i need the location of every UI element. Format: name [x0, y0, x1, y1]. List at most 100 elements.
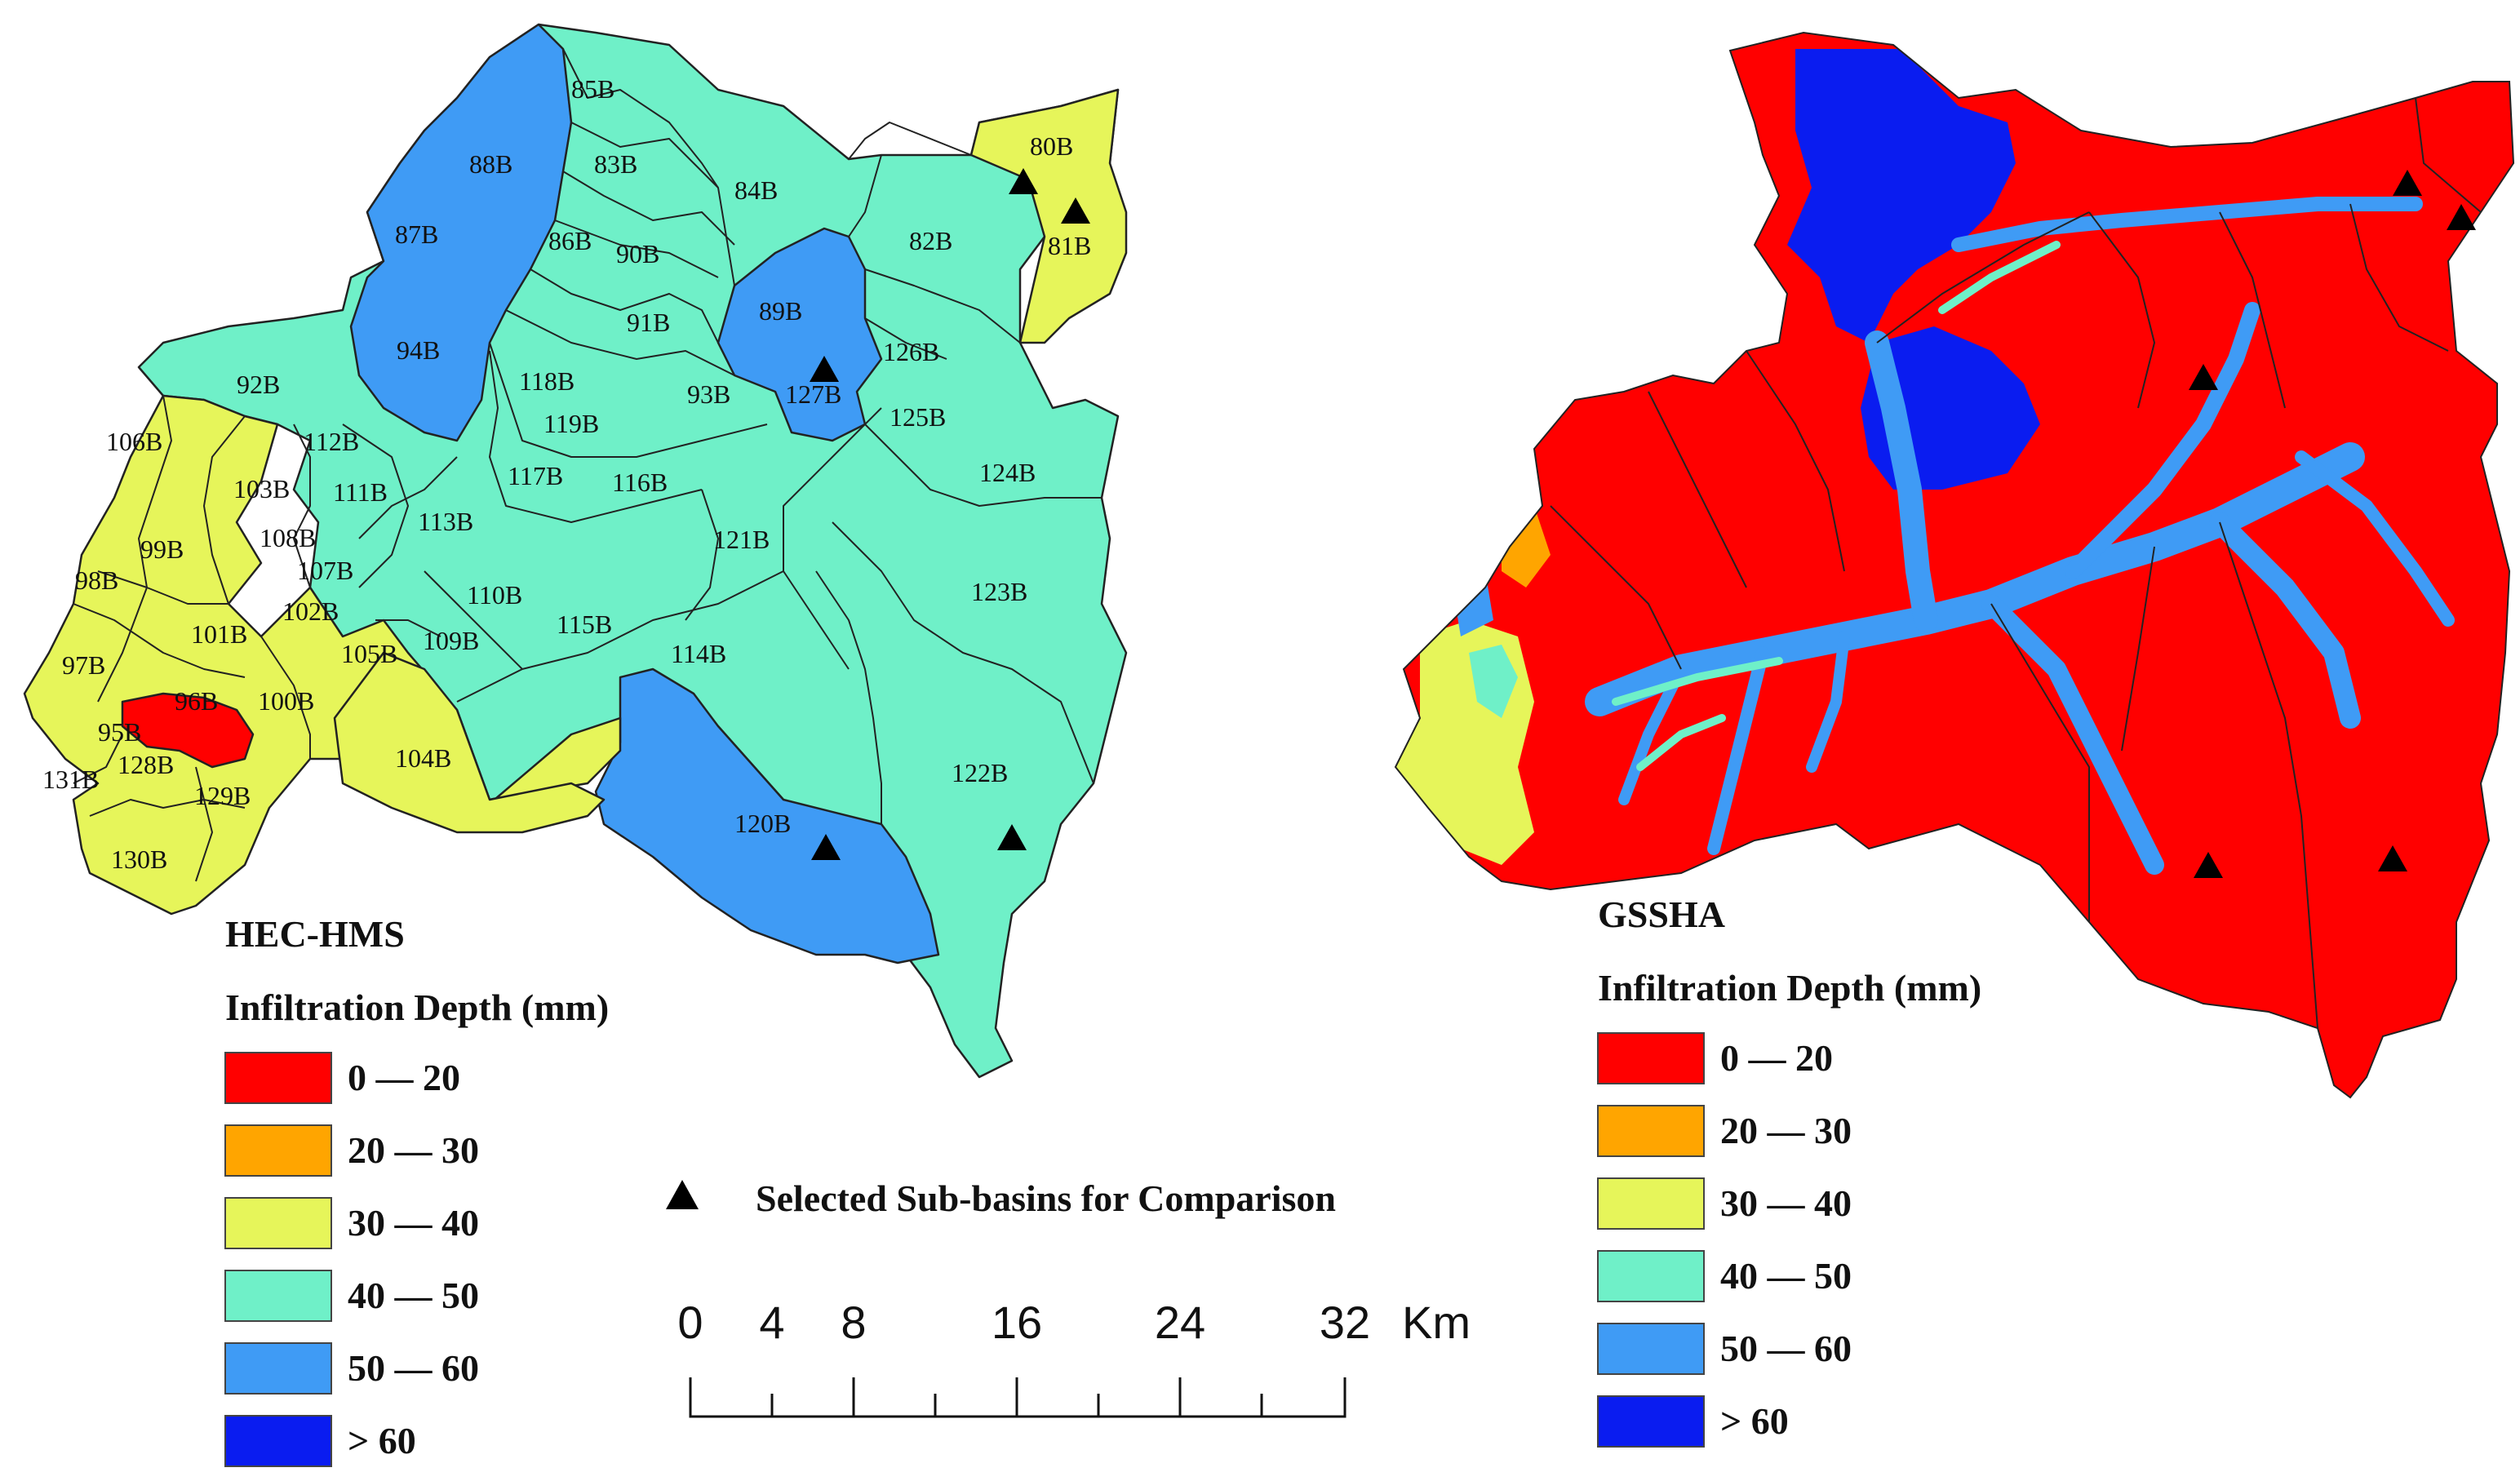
label-87b: 87B: [395, 219, 438, 249]
triangle-marker-r4: [2194, 852, 2223, 878]
legend-right-swatch-1: [1597, 1105, 1705, 1157]
label-127b: 127B: [785, 379, 841, 409]
subbasin-boundaries: [73, 48, 1102, 882]
label-90b: 90B: [616, 239, 659, 268]
legend-right-model-title: GSSHA: [1598, 893, 1725, 935]
legend-right-label-1: 20 — 30: [1720, 1110, 1852, 1151]
label-131b: 131B: [42, 765, 99, 794]
label-110b: 110B: [467, 580, 522, 610]
selected-subbasins-legend: Selected Sub-basins for Comparison: [666, 1177, 1336, 1219]
legend-right-swatch-2: [1597, 1177, 1705, 1230]
label-126b: 126B: [883, 337, 939, 366]
triangle-marker-127b: [810, 356, 839, 382]
label-94b: 94B: [397, 335, 440, 365]
legend-left-label-0: 0 — 20: [348, 1057, 460, 1098]
scale-tick-labels: 0 4 8 16 24 32: [677, 1297, 1370, 1348]
label-108b: 108B: [260, 523, 316, 552]
triangle-marker-122b: [997, 824, 1027, 850]
triangle-marker-r5: [2378, 845, 2407, 871]
legend-right-swatch-4: [1597, 1323, 1705, 1375]
label-122b: 122B: [952, 758, 1008, 787]
label-115b: 115B: [557, 610, 612, 639]
legend-left-label-5: > 60: [348, 1420, 416, 1461]
label-93b: 93B: [687, 379, 730, 409]
scale-tick-label-5: 32: [1320, 1297, 1370, 1348]
triangle-marker-r1: [2393, 170, 2422, 196]
scale-tick-label-0: 0: [677, 1297, 703, 1348]
legend-right-swatch-0: [1597, 1032, 1705, 1084]
label-105b: 105B: [341, 639, 397, 668]
legend-right-label-4: 50 — 60: [1720, 1328, 1852, 1369]
label-112b: 112B: [304, 427, 359, 456]
label-123b: 123B: [971, 577, 1027, 606]
raster-zone-west-teal: [1469, 645, 1518, 718]
selected-markers-left: [810, 168, 1090, 860]
legend-left-swatch-0: [224, 1052, 332, 1104]
legend-right-label-2: 30 — 40: [1720, 1182, 1852, 1224]
triangle-marker-81b: [1061, 197, 1090, 224]
label-83b: 83B: [594, 149, 637, 179]
legend-left-label-2: 30 — 40: [348, 1202, 479, 1244]
label-121b: 121B: [713, 525, 770, 554]
scale-tick-label-4: 24: [1155, 1297, 1205, 1348]
subbasin-labels: 85B 83B 84B 80B 88B 87B 86B 90B 82B 81B …: [42, 74, 1091, 874]
legend-left-label-4: 50 — 60: [348, 1347, 479, 1389]
label-129b: 129B: [194, 781, 251, 810]
label-100b: 100B: [258, 686, 314, 716]
label-125b: 125B: [890, 402, 946, 432]
label-96b: 96B: [175, 686, 218, 716]
legend-right-label-3: 40 — 50: [1720, 1255, 1852, 1297]
legend-left-items: 0 — 20 20 — 30 30 — 40 40 — 50 50 — 60 > 60: [224, 1052, 479, 1467]
legend-left: HEC-HMS Infiltration Depth (mm) 0 — 20 20…: [224, 913, 609, 1467]
legend-right-label-0: 0 — 20: [1720, 1037, 1833, 1079]
legend-left-swatch-1: [224, 1124, 332, 1177]
scale-bar-line: [689, 1377, 1347, 1418]
label-98b: 98B: [75, 565, 118, 595]
label-86b: 86B: [548, 226, 592, 255]
subbasin-fill-104b: [333, 651, 606, 834]
legend-left-swatch-4: [224, 1342, 332, 1395]
label-91b: 91B: [627, 308, 670, 337]
label-107b: 107B: [297, 556, 353, 585]
legend-left-heading: Infiltration Depth (mm): [225, 987, 609, 1028]
label-92b: 92B: [237, 370, 280, 399]
legend-right-swatch-3: [1597, 1250, 1705, 1302]
label-95b: 95B: [98, 717, 141, 747]
triangle-marker-120b: [811, 834, 841, 860]
label-97b: 97B: [62, 650, 105, 680]
label-85b: 85B: [571, 74, 614, 104]
subbasin-fill-89b: [717, 227, 883, 442]
triangle-marker-r2: [2447, 204, 2476, 230]
label-82b: 82B: [909, 226, 952, 255]
label-124b: 124B: [979, 458, 1036, 487]
legend-right-heading: Infiltration Depth (mm): [1598, 967, 1981, 1009]
label-111b: 111B: [333, 477, 388, 507]
label-101b: 101B: [191, 619, 247, 649]
label-106b: 106B: [106, 427, 162, 456]
label-130b: 130B: [111, 845, 167, 874]
raster-teal-streaks: [1612, 241, 2061, 771]
scale-tick-label-1: 4: [759, 1297, 784, 1348]
legend-left-label-1: 20 — 30: [348, 1129, 479, 1171]
subbasin-fill-80b-81b: [969, 88, 1128, 344]
label-114b: 114B: [671, 639, 726, 668]
label-88b: 88B: [469, 149, 512, 179]
scale-bar: 0 4 8 16 24 32 Km: [677, 1297, 1471, 1418]
label-89b: 89B: [759, 296, 802, 326]
label-118b: 118B: [519, 366, 575, 396]
raster-subbasin-boundaries: [1394, 31, 2515, 1099]
label-116b: 116B: [612, 468, 668, 497]
label-80b: 80B: [1030, 131, 1073, 161]
label-113b: 113B: [418, 507, 473, 536]
gssha-raster-map: [1394, 31, 2515, 1099]
legend-right: GSSHA Infiltration Depth (mm) 0 — 20 20 —…: [1597, 893, 1981, 1448]
legend-left-label-3: 40 — 50: [348, 1275, 479, 1316]
label-117b: 117B: [508, 461, 563, 490]
label-99b: 99B: [140, 534, 184, 564]
legend-left-model-title: HEC-HMS: [225, 913, 405, 955]
selected-markers-right: [2189, 170, 2476, 878]
scale-tick-label-2: 8: [841, 1297, 866, 1348]
legend-right-items: 0 — 20 20 — 30 30 — 40 40 — 50 50 — 60 > 60: [1597, 1032, 1852, 1448]
subbasin-fill-88b: [349, 23, 573, 442]
